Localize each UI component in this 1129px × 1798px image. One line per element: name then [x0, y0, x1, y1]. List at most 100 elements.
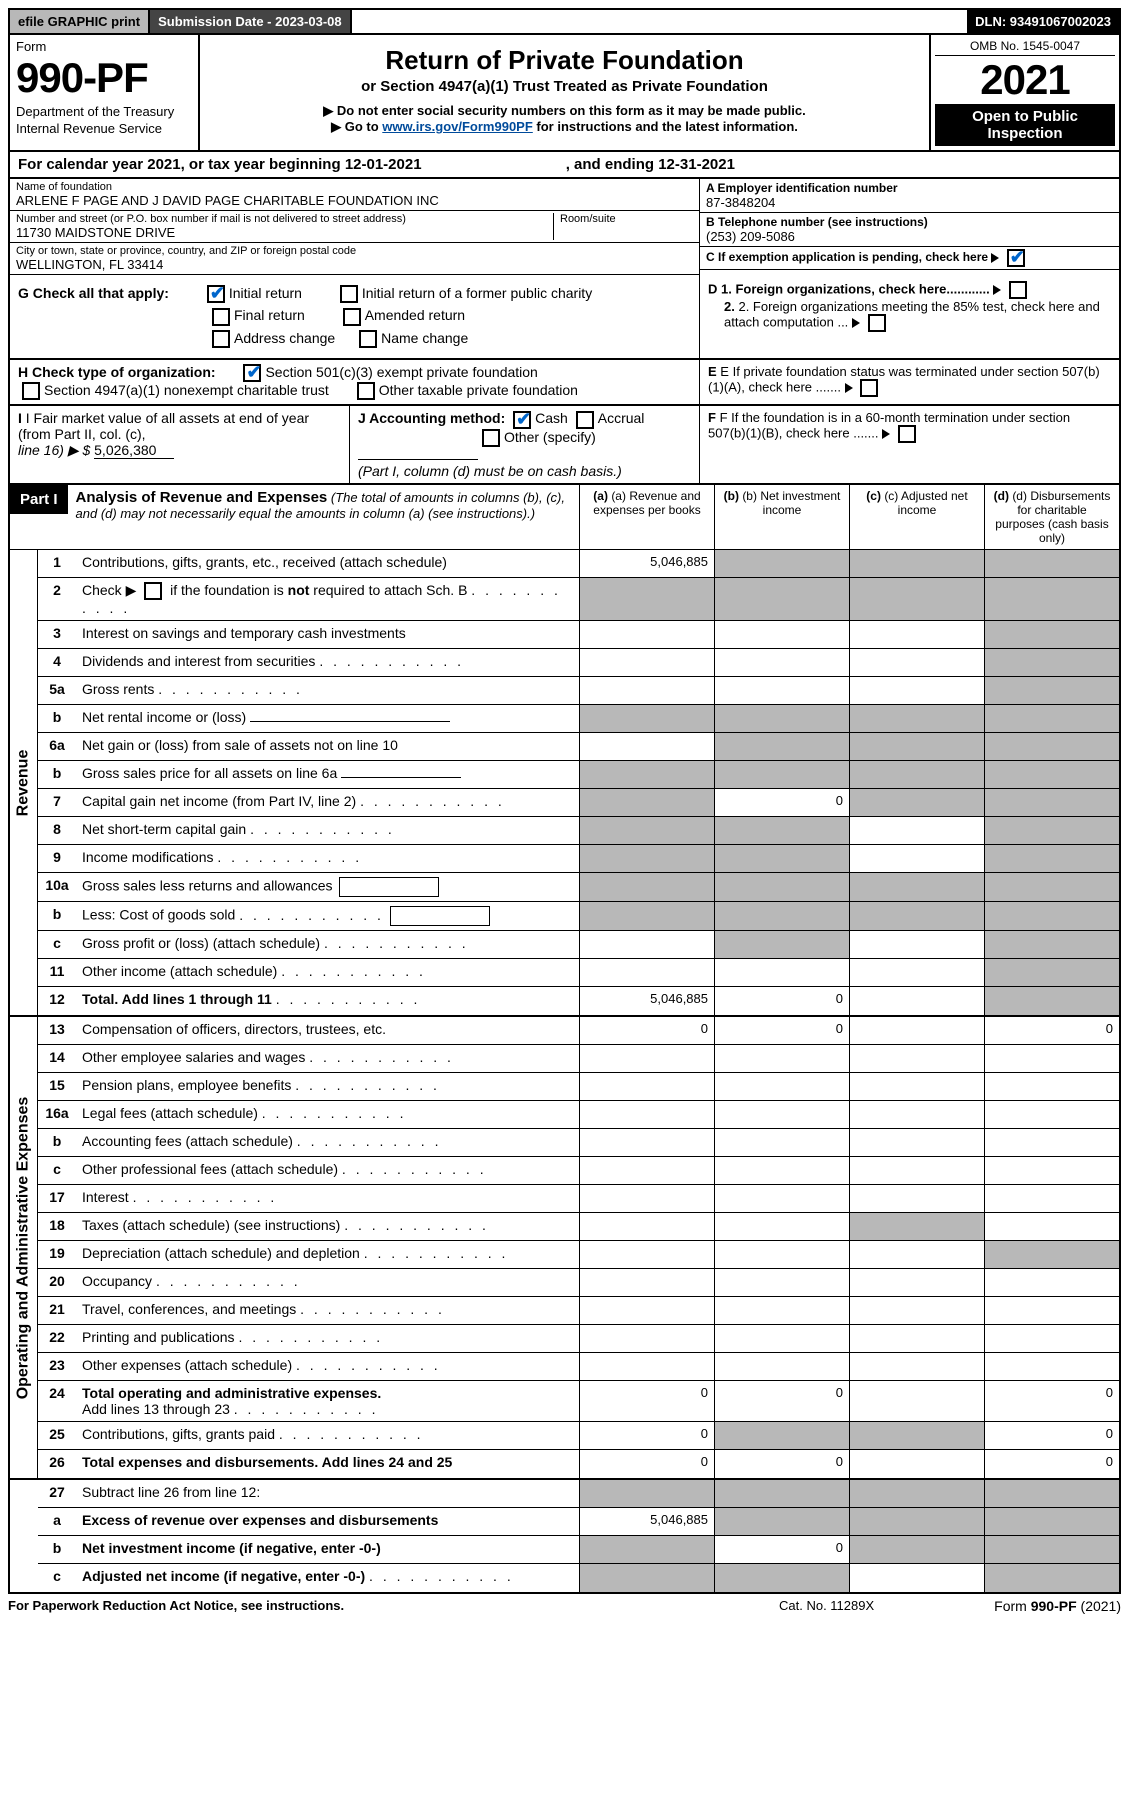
form-title: Return of Private Foundation: [208, 45, 921, 76]
foreign-org-checkbox[interactable]: [1009, 281, 1027, 299]
schB-checkbox[interactable]: [144, 582, 162, 600]
dln-label: DLN: 93491067002023: [967, 10, 1119, 33]
fmv-value: 5,026,380: [94, 442, 174, 459]
table-row: 15Pension plans, employee benefits: [38, 1073, 1119, 1101]
table-row: cGross profit or (loss) (attach schedule…: [38, 931, 1119, 959]
table-row: 16aLegal fees (attach schedule): [38, 1101, 1119, 1129]
year-block: OMB No. 1545-0047 2021 Open to Public In…: [929, 35, 1119, 150]
room-suite-label: Room/suite: [560, 213, 693, 225]
form-id-block: Form 990-PF Department of the Treasury I…: [10, 35, 200, 150]
table-row: 27Subtract line 26 from line 12:: [38, 1480, 1119, 1508]
irs-label: Internal Revenue Service: [16, 121, 192, 136]
amended-return-checkbox[interactable]: [343, 308, 361, 326]
initial-return-checkbox[interactable]: [207, 285, 225, 303]
501c3-checkbox[interactable]: [243, 364, 261, 382]
initial-former-checkbox[interactable]: [340, 285, 358, 303]
arrow-icon: [845, 383, 853, 393]
table-row: 9Income modifications: [38, 845, 1119, 873]
col-c-header: (c) (c) Adjusted net income: [849, 485, 984, 549]
final-return-checkbox[interactable]: [212, 308, 230, 326]
table-row: 7Capital gain net income (from Part IV, …: [38, 789, 1119, 817]
60-month-checkbox[interactable]: [898, 425, 916, 443]
cash-method-checkbox[interactable]: [513, 411, 531, 429]
table-row: 13Compensation of officers, directors, t…: [38, 1017, 1119, 1045]
form-number: 990-PF: [16, 54, 192, 102]
ein-cell: A Employer identification number 87-3848…: [700, 179, 1119, 213]
table-row: bNet investment income (if negative, ent…: [38, 1536, 1119, 1564]
city-state-zip: WELLINGTON, FL 33414: [16, 257, 693, 272]
submission-date: Submission Date - 2023-03-08: [150, 10, 352, 33]
phone-cell: B Telephone number (see instructions) (2…: [700, 213, 1119, 247]
dept-treasury: Department of the Treasury: [16, 104, 192, 119]
table-row: 3Interest on savings and temporary cash …: [38, 621, 1119, 649]
other-method-input[interactable]: [358, 459, 478, 460]
other-method-checkbox[interactable]: [482, 429, 500, 447]
col-b-header: (b) (b) Net investment income: [714, 485, 849, 549]
entity-info: Name of foundation ARLENE F PAGE AND J D…: [8, 179, 1121, 275]
arrow-icon: [852, 318, 860, 328]
form-page-label: Form 990-PF (2021): [994, 1598, 1121, 1614]
table-row: cAdjusted net income (if negative, enter…: [38, 1564, 1119, 1592]
instructions-link[interactable]: www.irs.gov/Form990PF: [382, 119, 533, 134]
table-row: bNet rental income or (loss): [38, 705, 1119, 733]
table-row: 17Interest: [38, 1185, 1119, 1213]
form-subtitle: or Section 4947(a)(1) Trust Treated as P…: [208, 78, 921, 95]
table-row: 10aGross sales less returns and allowanc…: [38, 873, 1119, 902]
table-row: 1Contributions, gifts, grants, etc., rec…: [38, 550, 1119, 578]
table-row: 21Travel, conferences, and meetings: [38, 1297, 1119, 1325]
table-row: 5aGross rents: [38, 677, 1119, 705]
status-terminated-checkbox[interactable]: [860, 379, 878, 397]
table-row: cOther professional fees (attach schedul…: [38, 1157, 1119, 1185]
foundation-name: ARLENE F PAGE AND J DAVID PAGE CHARITABL…: [16, 193, 693, 208]
exemption-pending-checkbox[interactable]: [1007, 249, 1025, 267]
part1-header: Part I Analysis of Revenue and Expenses …: [8, 485, 1121, 550]
address-change-checkbox[interactable]: [212, 330, 230, 348]
ein-value: 87-3848204: [706, 195, 1113, 210]
table-row: 25Contributions, gifts, grants paid 00: [38, 1422, 1119, 1450]
table-row: 19Depreciation (attach schedule) and dep…: [38, 1241, 1119, 1269]
paperwork-notice: For Paperwork Reduction Act Notice, see …: [8, 1598, 779, 1614]
table-row: 4Dividends and interest from securities: [38, 649, 1119, 677]
table-row: 6aNet gain or (loss) from sale of assets…: [38, 733, 1119, 761]
table-row: 12Total. Add lines 1 through 11 5,046,88…: [38, 987, 1119, 1015]
catalog-number: Cat. No. 11289X: [779, 1598, 874, 1614]
4947a1-checkbox[interactable]: [22, 382, 40, 400]
table-row: 8Net short-term capital gain: [38, 817, 1119, 845]
phone-value: (253) 209-5086: [706, 229, 1113, 244]
name-change-checkbox[interactable]: [359, 330, 377, 348]
table-row: 24Total operating and administrative exp…: [38, 1381, 1119, 1422]
section-g-d: G Check all that apply: Initial return I…: [8, 275, 1121, 360]
page-footer: For Paperwork Reduction Act Notice, see …: [8, 1594, 1121, 1618]
efile-label: efile GRAPHIC print: [10, 10, 150, 33]
table-row: 26Total expenses and disbursements. Add …: [38, 1450, 1119, 1478]
form-label: Form: [16, 39, 192, 54]
street-address: 11730 MAIDSTONE DRIVE: [16, 225, 553, 240]
revenue-sidelabel: Revenue: [10, 550, 38, 1015]
top-bar: efile GRAPHIC print Submission Date - 20…: [8, 8, 1121, 35]
table-row: 14Other employee salaries and wages: [38, 1045, 1119, 1073]
instructions-line: ▶ Go to www.irs.gov/Form990PF for instru…: [208, 119, 921, 135]
calendar-year-line: For calendar year 2021, or tax year begi…: [8, 152, 1121, 179]
city-cell: City or town, state or province, country…: [10, 243, 699, 275]
table-row: 23Other expenses (attach schedule): [38, 1353, 1119, 1381]
table-row: 11Other income (attach schedule): [38, 959, 1119, 987]
col-a-header: (a) (a) Revenue and expenses per books: [579, 485, 714, 549]
foreign-85-checkbox[interactable]: [868, 314, 886, 332]
omb-number: OMB No. 1545-0047: [935, 39, 1115, 56]
foundation-name-cell: Name of foundation ARLENE F PAGE AND J D…: [10, 179, 699, 211]
open-inspection: Open to Public Inspection: [935, 104, 1115, 146]
section-i-j-f: I I Fair market value of all assets at e…: [8, 406, 1121, 485]
table-row: 18Taxes (attach schedule) (see instructi…: [38, 1213, 1119, 1241]
table-row: aExcess of revenue over expenses and dis…: [38, 1508, 1119, 1536]
table-row: bAccounting fees (attach schedule): [38, 1129, 1119, 1157]
line27-section: 27Subtract line 26 from line 12: aExcess…: [8, 1480, 1121, 1594]
address-cell: Number and street (or P.O. box number if…: [10, 211, 699, 243]
other-taxable-checkbox[interactable]: [357, 382, 375, 400]
ssn-warning: ▶ Do not enter social security numbers o…: [208, 103, 921, 119]
table-row: bLess: Cost of goods sold: [38, 902, 1119, 931]
tax-year: 2021: [935, 56, 1115, 104]
expenses-section: Operating and Administrative Expenses 13…: [8, 1017, 1121, 1480]
section-h-e: H Check type of organization: Section 50…: [8, 360, 1121, 407]
expenses-sidelabel: Operating and Administrative Expenses: [10, 1017, 38, 1478]
accrual-method-checkbox[interactable]: [576, 411, 594, 429]
